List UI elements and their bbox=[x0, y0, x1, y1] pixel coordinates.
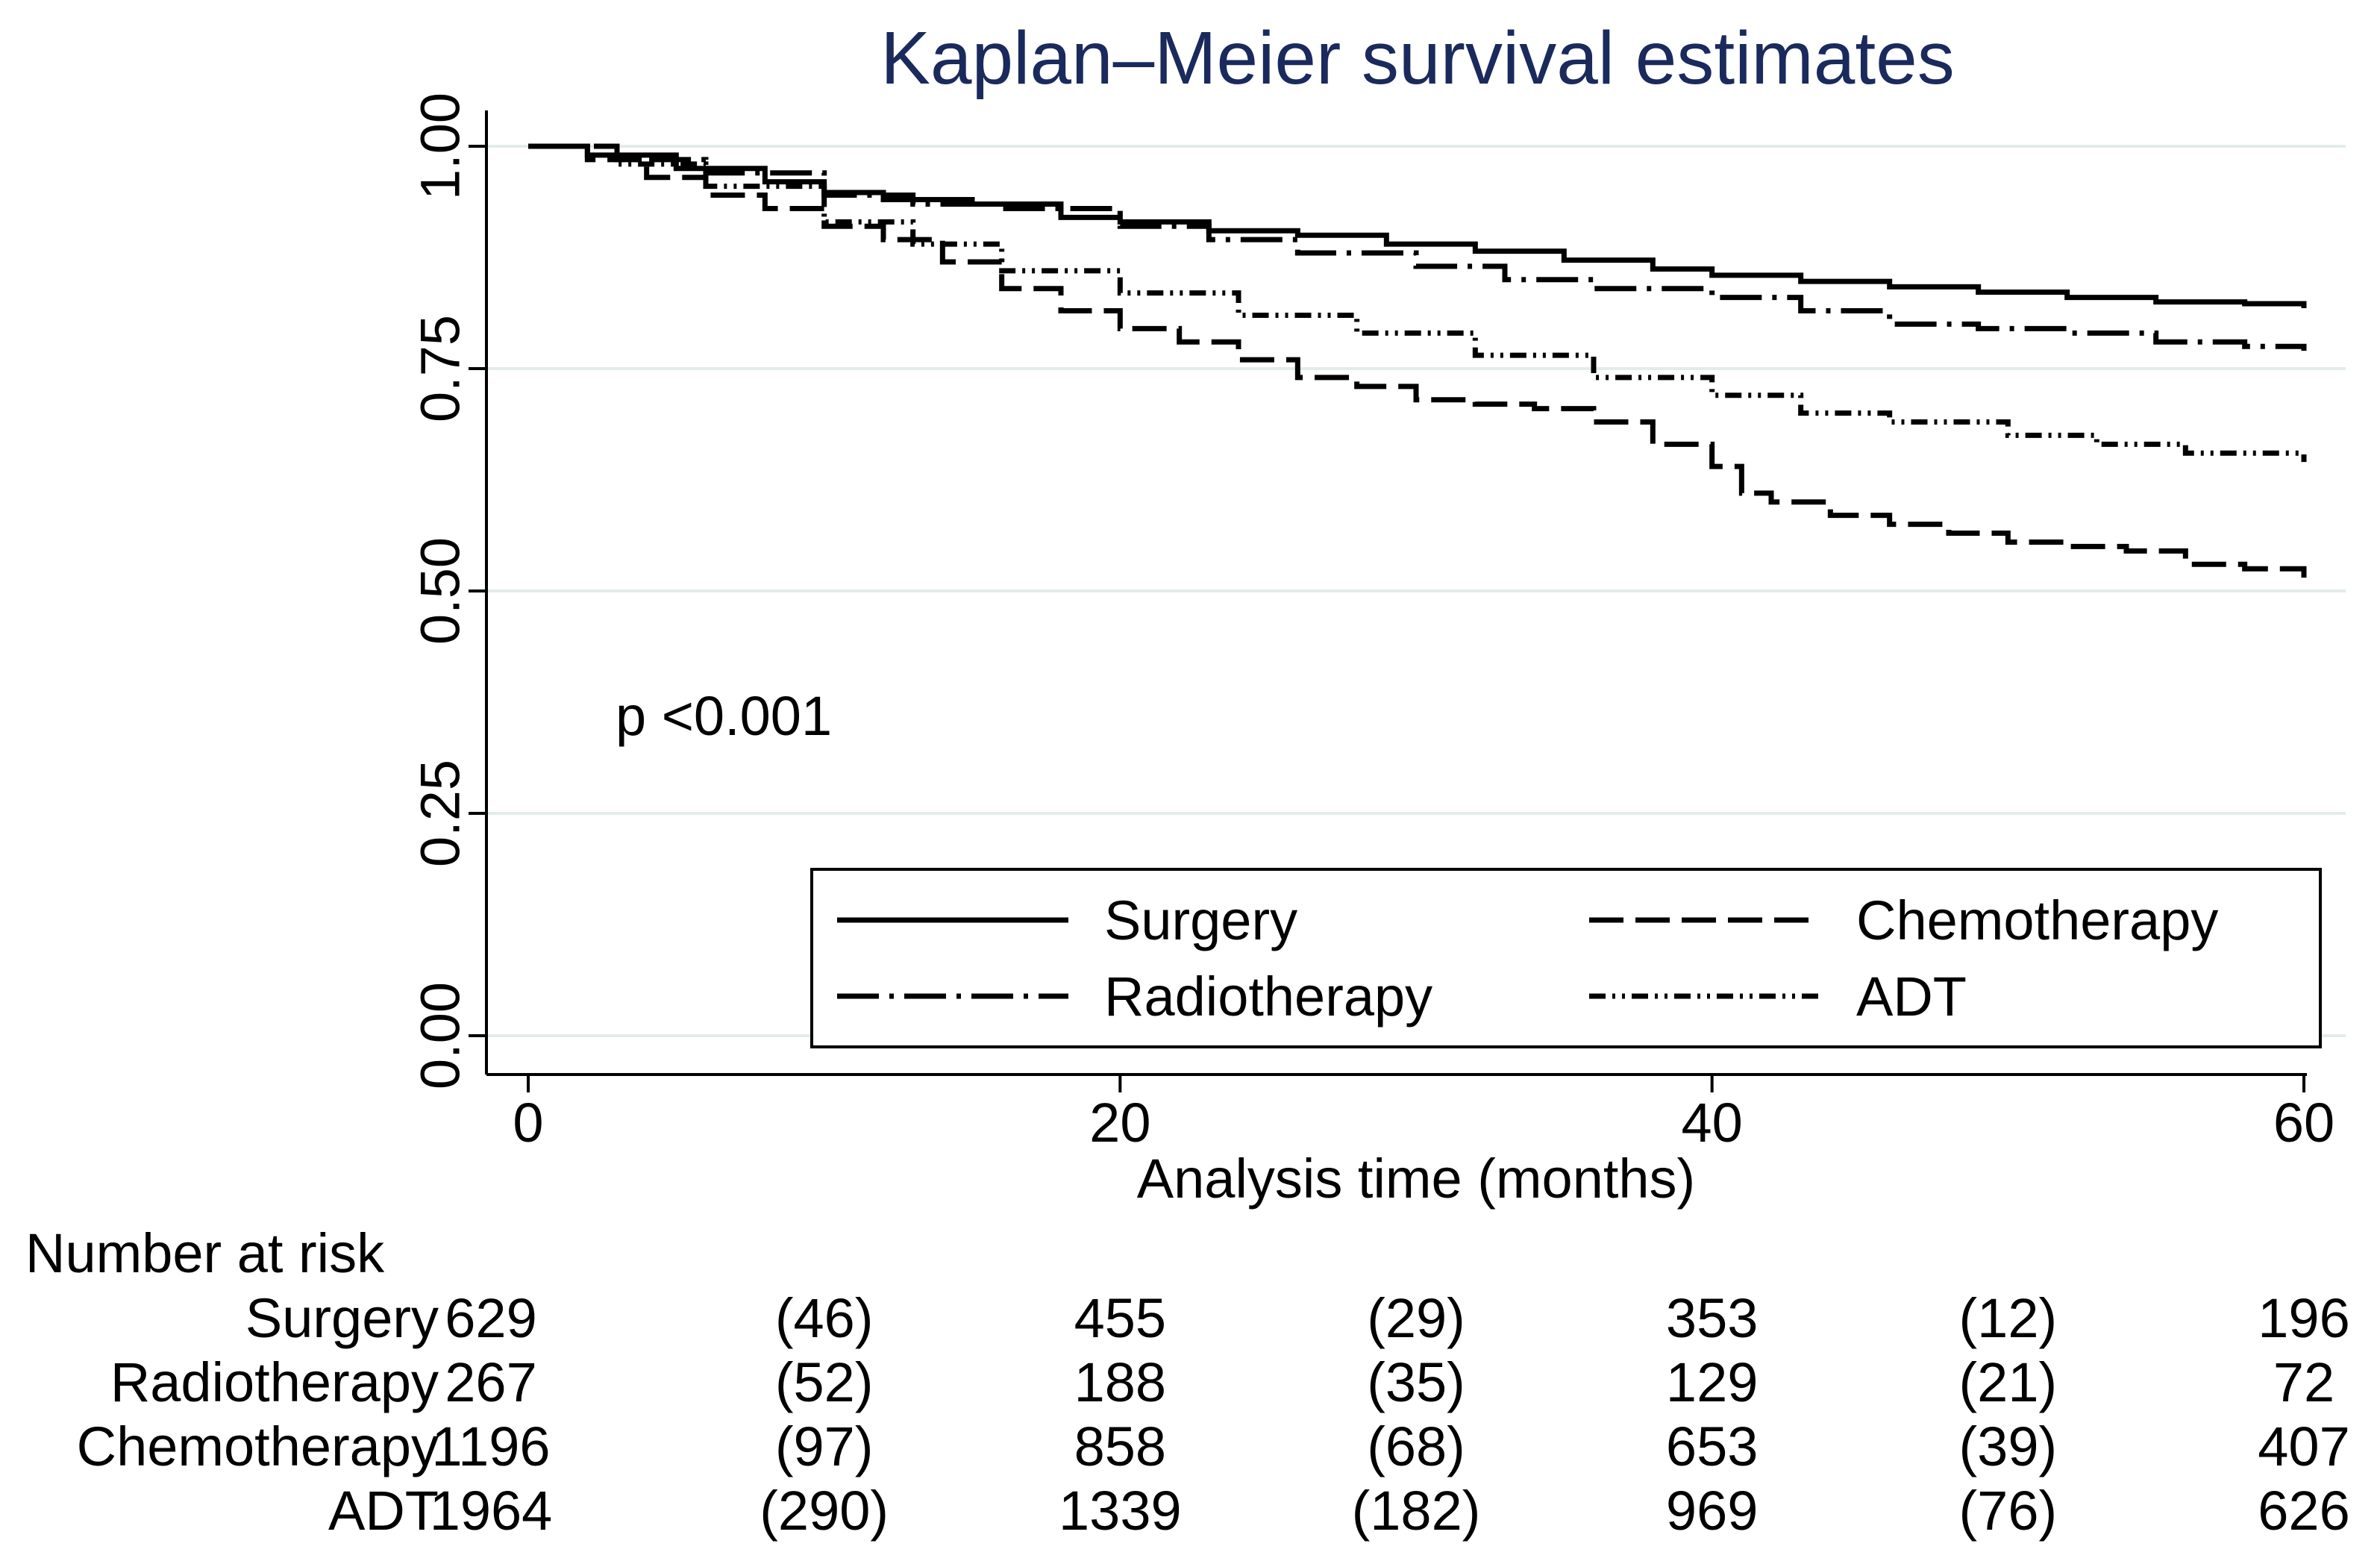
series-line-adt bbox=[528, 143, 2307, 463]
risk-cell: 196 bbox=[2258, 1287, 2349, 1349]
y-tick-label-0.50: 0.50 bbox=[410, 537, 472, 645]
x-tick-label-40: 40 bbox=[1682, 1092, 1743, 1154]
risk-cell: 267 bbox=[445, 1351, 536, 1413]
risk-cell: (97) bbox=[775, 1416, 874, 1477]
risk-cell: 407 bbox=[2258, 1416, 2349, 1477]
risk-cell: 455 bbox=[1074, 1287, 1166, 1349]
risk-row-label: ADT bbox=[328, 1480, 439, 1542]
risk-cell: (68) bbox=[1367, 1416, 1465, 1477]
p-value-annotation: p <0.001 bbox=[616, 685, 832, 747]
series-line-chemotherapy bbox=[528, 143, 2307, 578]
x-tick-label-20: 20 bbox=[1089, 1092, 1150, 1154]
x-axis-label: Analysis time (months) bbox=[1137, 1148, 1695, 1210]
y-tick-label-1.00: 1.00 bbox=[410, 93, 472, 200]
chart-title: Kaplan–Meier survival estimates bbox=[880, 16, 1955, 100]
legend-label-chemotherapy: Chemotherapy bbox=[1856, 889, 2218, 951]
risk-table-title: Number at risk bbox=[25, 1222, 385, 1284]
y-tick-label-0.00: 0.00 bbox=[410, 982, 472, 1089]
risk-cell: 969 bbox=[1666, 1480, 1758, 1542]
risk-cell: 1964 bbox=[430, 1480, 553, 1542]
risk-row-label: Surgery bbox=[245, 1287, 439, 1349]
series-line-surgery bbox=[528, 143, 2307, 308]
risk-cell: (21) bbox=[1959, 1351, 2058, 1413]
risk-row-label: Chemotherapy bbox=[77, 1416, 439, 1477]
risk-cell: (182) bbox=[1352, 1480, 1481, 1542]
y-tick-label-0.75: 0.75 bbox=[410, 315, 472, 422]
x-tick-label-0: 0 bbox=[513, 1092, 543, 1154]
risk-cell: (29) bbox=[1367, 1287, 1465, 1349]
risk-cell: (76) bbox=[1959, 1480, 2058, 1542]
survival-curves bbox=[528, 143, 2307, 578]
risk-cell: 653 bbox=[1666, 1416, 1758, 1477]
risk-cell: 629 bbox=[445, 1287, 536, 1349]
risk-cell: 858 bbox=[1074, 1416, 1166, 1477]
risk-cell: 72 bbox=[2273, 1351, 2334, 1413]
risk-cell: 353 bbox=[1666, 1287, 1758, 1349]
legend-box bbox=[810, 868, 2322, 1048]
risk-cell: (52) bbox=[775, 1351, 874, 1413]
legend-label-radiotherapy: Radiotherapy bbox=[1104, 966, 1432, 1028]
risk-row-label: Radiotherapy bbox=[110, 1351, 439, 1413]
axes: 0.00 0.25 0.50 0.75 1.00 0 20 40 60 bbox=[410, 93, 2335, 1154]
risk-cell: 1339 bbox=[1059, 1480, 1182, 1542]
risk-cell: (35) bbox=[1367, 1351, 1465, 1413]
risk-cell: (290) bbox=[760, 1480, 889, 1542]
y-tick-label-0.25: 0.25 bbox=[410, 760, 472, 867]
legend: Surgery Chemotherapy Radiotherapy ADT bbox=[810, 868, 2322, 1048]
legend-label-surgery: Surgery bbox=[1104, 889, 1297, 951]
legend-label-adt: ADT bbox=[1856, 966, 1967, 1028]
risk-cell: (46) bbox=[775, 1287, 874, 1349]
series-line-radiotherapy bbox=[528, 143, 2307, 351]
risk-cell: 626 bbox=[2258, 1480, 2349, 1542]
risk-table: Number at risk Surgery 629 (46) 455 (29) 353 (… bbox=[25, 1222, 2350, 1542]
risk-cell: 129 bbox=[1666, 1351, 1758, 1413]
x-tick-label-60: 60 bbox=[2273, 1092, 2334, 1154]
risk-cell: 1196 bbox=[431, 1416, 550, 1477]
risk-cell: (12) bbox=[1959, 1287, 2058, 1349]
risk-cell: (39) bbox=[1959, 1416, 2058, 1477]
risk-cell: 188 bbox=[1074, 1351, 1166, 1413]
